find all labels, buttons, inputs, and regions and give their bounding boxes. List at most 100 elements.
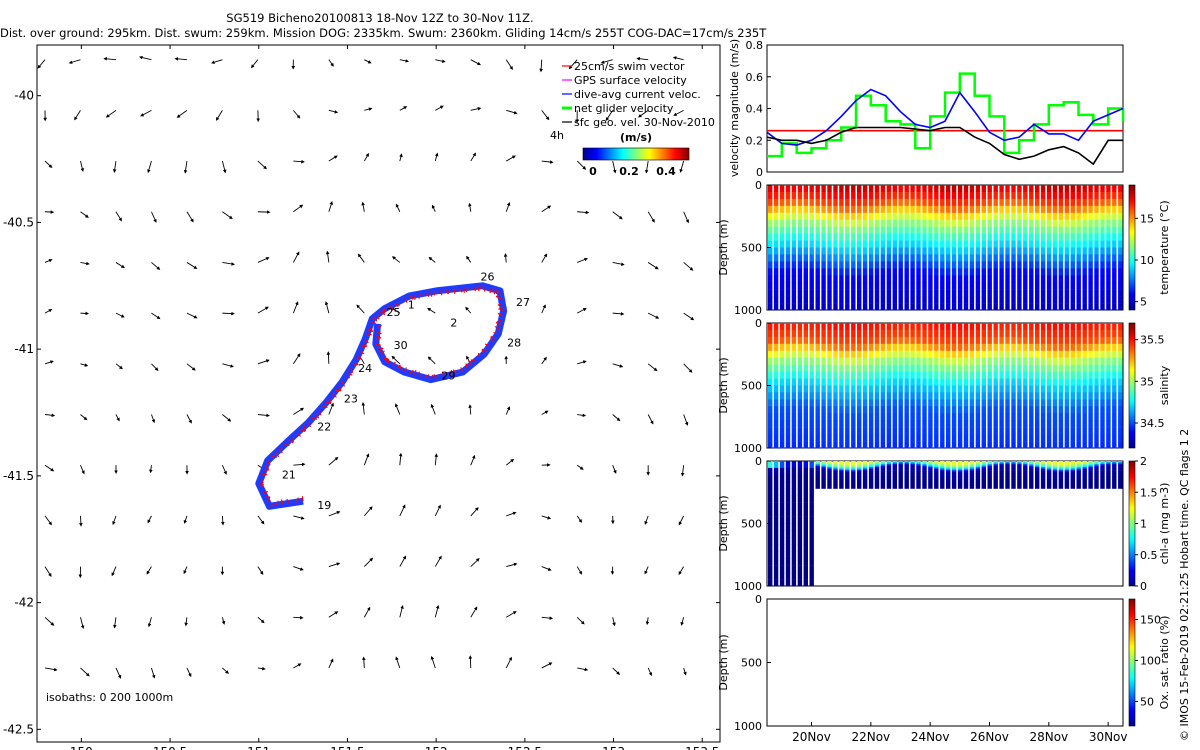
- swim-vector: [404, 298, 408, 303]
- section-cell: [862, 461, 868, 463]
- section-cell: [981, 198, 986, 207]
- colorbar-tick-label: 10: [1140, 254, 1154, 267]
- section-cell: [951, 323, 957, 331]
- section-cell: [916, 350, 921, 358]
- section-cell: [1017, 261, 1022, 269]
- section-cell: [940, 434, 945, 442]
- section-cell: [1112, 385, 1117, 393]
- section-cell: [874, 205, 880, 213]
- section-cell: [803, 427, 808, 435]
- section-cell: [1112, 477, 1117, 480]
- section-cell: [809, 205, 814, 213]
- section-cell: [886, 485, 892, 488]
- section-cell: [1118, 185, 1123, 193]
- current-arrow: [466, 255, 472, 263]
- section-cell: [934, 468, 939, 471]
- section-cell: [1070, 247, 1075, 255]
- section-cell: [1112, 212, 1117, 220]
- section-cell: [981, 470, 986, 472]
- section-cell: [827, 219, 832, 227]
- section-cell: [785, 537, 791, 545]
- section-cell: [892, 406, 897, 414]
- section-cell: [1094, 329, 1099, 338]
- current-arrow: [356, 304, 365, 314]
- section-cell: [886, 323, 892, 331]
- section-cell: [957, 336, 963, 345]
- section-cell: [993, 420, 998, 428]
- section-cell: [862, 329, 868, 338]
- section-cell: [969, 357, 975, 365]
- section-cell: [963, 468, 969, 471]
- section-cell: [981, 413, 986, 421]
- date-tick-label: 26Nov: [970, 730, 1009, 744]
- section-cell: [1070, 468, 1075, 471]
- section-cell: [851, 427, 856, 435]
- section-cell: [785, 198, 791, 207]
- section-cell: [999, 480, 1004, 483]
- section-cell: [999, 385, 1004, 393]
- section-cell: [981, 219, 986, 227]
- section-cell: [916, 420, 921, 428]
- current-arrow: [468, 404, 472, 415]
- section-cell: [1070, 261, 1075, 269]
- section-cell: [1070, 385, 1075, 393]
- section-cell: [809, 226, 814, 234]
- section-cell: [815, 323, 820, 331]
- section-cell: [857, 471, 862, 474]
- current-arrow: [398, 452, 403, 466]
- section-cell: [904, 480, 909, 483]
- section-cell: [845, 465, 850, 468]
- section-cell: [839, 205, 844, 213]
- section-cell: [922, 468, 927, 471]
- section-cell: [999, 191, 1004, 200]
- section-cell: [975, 247, 981, 255]
- section-cell: [999, 219, 1004, 227]
- colorbar-tick-label: 15: [1140, 212, 1154, 225]
- section-cell: [916, 247, 921, 255]
- section-cell: [922, 212, 927, 220]
- section-cell: [1106, 441, 1111, 449]
- section-cell: [1017, 364, 1022, 372]
- section-cell: [821, 233, 826, 241]
- section-cell: [1046, 336, 1052, 345]
- section-cell: [951, 247, 957, 255]
- section-cell: [868, 480, 874, 483]
- section-cell: [987, 477, 992, 480]
- section-cell: [928, 476, 933, 479]
- section-cell: [1017, 240, 1022, 248]
- section-cell: [886, 268, 892, 276]
- section-cell: [886, 282, 892, 290]
- section-cell: [809, 495, 814, 503]
- section-cell: [1070, 473, 1075, 475]
- section-cell: [868, 385, 874, 393]
- section-cell: [880, 476, 886, 479]
- section-cell: [1035, 282, 1040, 290]
- section-cell: [791, 385, 797, 393]
- section-cell: [898, 323, 903, 331]
- swim-vector: [286, 498, 291, 504]
- section-cell: [773, 233, 779, 241]
- section-cell: [1029, 296, 1034, 304]
- section-cell: [1076, 364, 1081, 372]
- section-cell: [874, 413, 880, 421]
- section-cell: [981, 329, 986, 338]
- section-cell: [1088, 378, 1093, 386]
- section-cell: [839, 357, 844, 365]
- section-cell: [1064, 441, 1070, 449]
- section-cell: [892, 480, 897, 483]
- section-cell: [803, 364, 808, 372]
- current-arrow: [293, 159, 305, 164]
- section-cell: [874, 364, 880, 372]
- section-colorbar: [1128, 460, 1136, 587]
- section-cell: [791, 350, 797, 358]
- section-cell: [1106, 378, 1111, 386]
- section-cell: [922, 289, 927, 297]
- section-cell: [946, 254, 951, 262]
- section-cell: [874, 399, 880, 407]
- current-arrow: [430, 403, 436, 415]
- section-cell: [839, 303, 844, 311]
- section-cell: [1112, 420, 1117, 428]
- section-cell: [1088, 487, 1093, 489]
- current-arrow: [435, 105, 444, 111]
- section-cell: [987, 268, 992, 276]
